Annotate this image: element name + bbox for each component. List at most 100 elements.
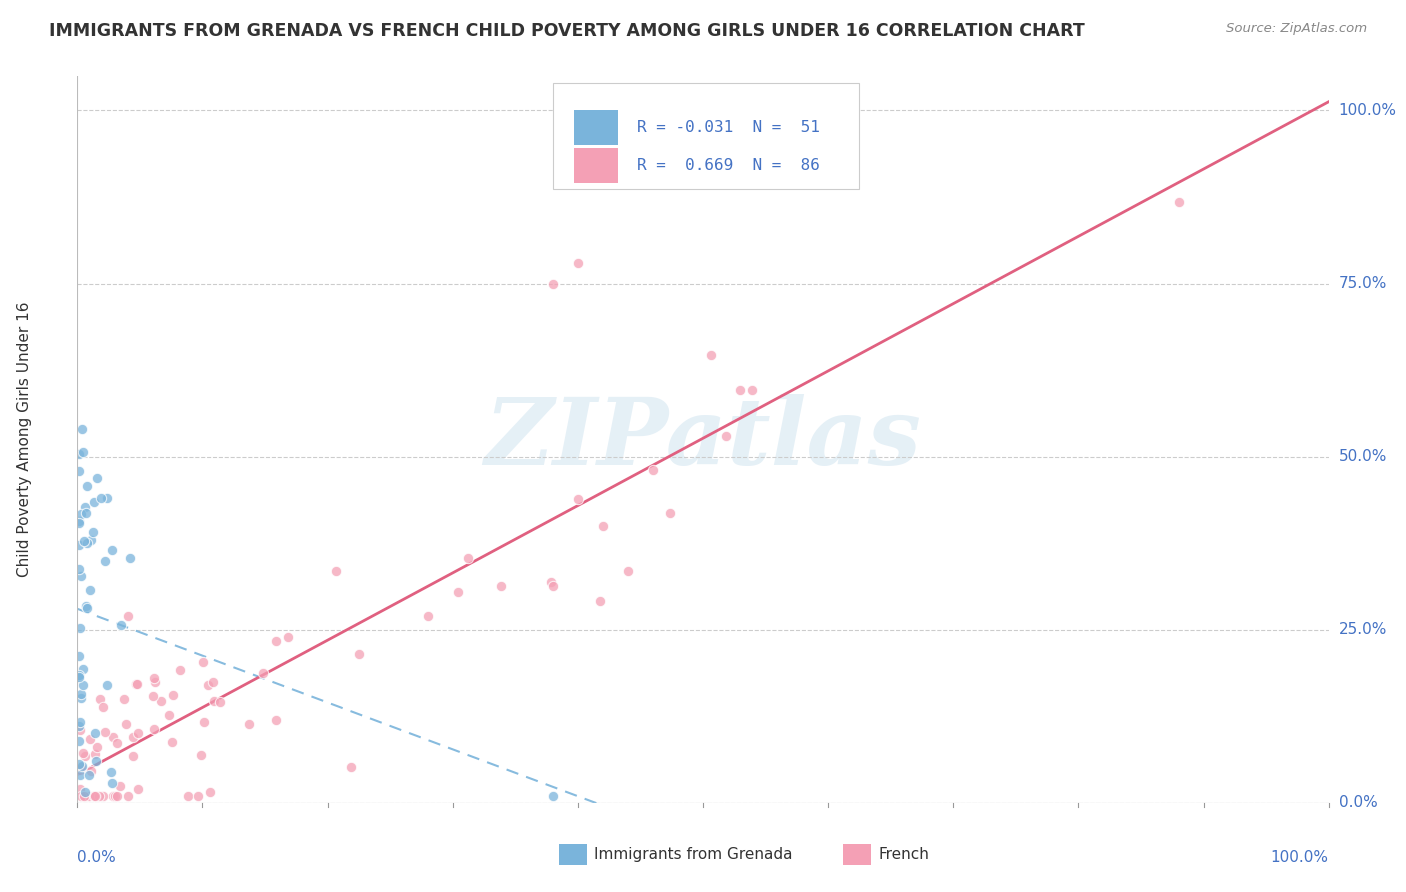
- Point: [658, 507, 681, 521]
- Point: [114, 691, 136, 706]
- Point: [67, 538, 90, 552]
- Point: [72, 662, 94, 676]
- Point: [73, 748, 96, 763]
- Bar: [574, 148, 617, 183]
- Point: [72, 678, 94, 692]
- Point: [90, 491, 112, 506]
- Point: [117, 608, 139, 623]
- Point: [100, 765, 122, 780]
- Point: [69, 789, 91, 803]
- Point: [142, 690, 165, 704]
- Point: [80, 764, 103, 779]
- Point: [700, 347, 723, 361]
- Point: [89, 692, 111, 706]
- Text: French: French: [879, 847, 929, 862]
- Point: [73, 789, 96, 803]
- Point: [150, 693, 173, 707]
- Point: [70, 759, 93, 773]
- Point: [592, 519, 614, 533]
- Point: [77, 768, 100, 782]
- Point: [567, 491, 589, 506]
- Point: [157, 708, 180, 723]
- Point: [93, 700, 115, 714]
- Point: [105, 736, 128, 750]
- Point: [117, 789, 139, 803]
- Bar: [574, 111, 617, 145]
- Point: [73, 534, 96, 549]
- FancyBboxPatch shape: [553, 83, 859, 188]
- Point: [86, 470, 108, 484]
- Text: 100.0%: 100.0%: [1339, 103, 1396, 118]
- Text: ZIPatlas: ZIPatlas: [485, 394, 921, 484]
- Point: [201, 675, 224, 690]
- Point: [79, 583, 101, 598]
- Bar: [560, 844, 586, 864]
- Bar: [844, 844, 870, 864]
- Point: [489, 579, 512, 593]
- Text: 100.0%: 100.0%: [1271, 850, 1329, 865]
- Point: [67, 562, 90, 576]
- Point: [83, 789, 105, 803]
- Point: [89, 789, 111, 803]
- Point: [67, 668, 90, 682]
- Point: [76, 536, 98, 550]
- Point: [72, 746, 94, 760]
- Point: [187, 789, 209, 803]
- Point: [96, 678, 118, 692]
- Point: [101, 542, 124, 557]
- Point: [67, 670, 90, 684]
- Point: [75, 506, 97, 520]
- Point: [193, 655, 215, 669]
- Point: [67, 516, 90, 531]
- Point: [277, 630, 299, 644]
- Point: [83, 494, 105, 508]
- Point: [540, 574, 562, 589]
- Point: [101, 730, 124, 744]
- Point: [567, 256, 589, 270]
- Point: [69, 781, 91, 796]
- Point: [69, 714, 91, 729]
- Point: [541, 789, 564, 803]
- Point: [541, 277, 564, 291]
- Point: [73, 785, 96, 799]
- Point: [84, 726, 107, 740]
- Point: [127, 677, 149, 691]
- Point: [127, 782, 149, 797]
- Point: [1167, 195, 1189, 210]
- Point: [209, 695, 232, 709]
- Point: [86, 739, 108, 754]
- Point: [143, 675, 166, 690]
- Point: [82, 525, 104, 540]
- Point: [69, 507, 91, 521]
- Point: [84, 747, 107, 761]
- Point: [447, 585, 470, 599]
- Point: [67, 448, 90, 462]
- Point: [340, 760, 363, 774]
- Point: [67, 734, 90, 748]
- Point: [162, 688, 184, 702]
- Point: [69, 764, 91, 778]
- Point: [91, 789, 114, 803]
- Point: [69, 687, 91, 701]
- Point: [416, 609, 439, 624]
- Point: [118, 551, 141, 566]
- Point: [79, 732, 101, 747]
- Point: [728, 383, 751, 397]
- Point: [72, 444, 94, 458]
- Point: [143, 723, 166, 737]
- Point: [641, 462, 664, 476]
- Point: [238, 717, 260, 731]
- Text: 75.0%: 75.0%: [1339, 276, 1388, 291]
- Point: [70, 422, 93, 436]
- Point: [202, 694, 225, 708]
- Point: [193, 715, 215, 730]
- Point: [84, 789, 107, 803]
- Text: 50.0%: 50.0%: [1339, 449, 1388, 464]
- Point: [589, 594, 612, 608]
- Point: [108, 779, 131, 793]
- Point: [67, 757, 90, 772]
- Point: [76, 599, 98, 613]
- Point: [160, 735, 183, 749]
- Point: [264, 634, 287, 648]
- Point: [125, 677, 148, 691]
